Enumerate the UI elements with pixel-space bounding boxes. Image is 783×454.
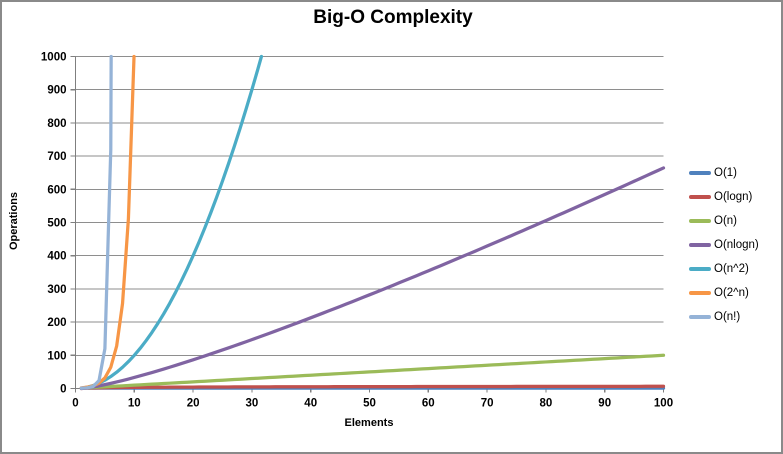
y-tick-label: 1000	[41, 52, 67, 64]
x-tick-label: 80	[540, 398, 553, 410]
y-tick-label: 300	[47, 284, 66, 296]
legend-item-4: O(n^2)	[689, 257, 759, 281]
legend-label: O(n!)	[714, 311, 741, 323]
legend-swatch-icon	[689, 315, 711, 319]
y-tick-label: 100	[47, 350, 66, 362]
y-tick-label: 500	[47, 218, 66, 230]
y-tick-label: 900	[47, 85, 66, 97]
legend-swatch-icon	[689, 291, 711, 295]
y-axis-title: Operations	[8, 191, 20, 251]
legend-item-3: O(nlogn)	[689, 233, 759, 257]
legend-swatch-icon	[689, 243, 711, 247]
series-line-2	[79, 353, 666, 390]
legend-swatch-icon	[689, 267, 711, 271]
y-tick-label: 200	[47, 317, 66, 329]
y-tick-label: 800	[47, 118, 66, 130]
legend-label: O(1)	[714, 167, 737, 179]
legend-label: O(n^2)	[714, 263, 749, 275]
x-axis-title: Elements	[344, 417, 394, 429]
x-tick-label: 10	[128, 398, 141, 410]
y-tick-label: 0	[60, 384, 66, 396]
series-line-6	[79, 54, 113, 390]
y-tick-label: 400	[47, 251, 66, 263]
legend-item-2: O(n)	[689, 209, 759, 233]
legend-label: O(logn)	[714, 191, 753, 203]
y-tick-label: 700	[47, 151, 66, 163]
x-tick-label: 30	[246, 398, 259, 410]
x-tick-label: 90	[598, 398, 611, 410]
x-tick-label: 40	[304, 398, 317, 410]
series-line-1	[79, 384, 666, 391]
x-tick-label: 50	[363, 398, 376, 410]
x-tick-label: 0	[72, 398, 78, 410]
legend-item-5: O(2^n)	[689, 281, 759, 305]
legend-swatch-icon	[689, 171, 711, 175]
legend: O(1) O(logn) O(n) O(nlogn) O(n^2) O(2^n) O(n!)	[689, 161, 759, 329]
y-tick-label: 600	[47, 184, 66, 196]
legend-item-0: O(1)	[689, 161, 759, 185]
legend-label: O(2^n)	[714, 287, 749, 299]
x-tick-label: 100	[654, 398, 673, 410]
legend-label: O(n)	[714, 215, 737, 227]
x-tick-label: 60	[422, 398, 435, 410]
legend-swatch-icon	[689, 219, 711, 223]
x-tick-label: 70	[481, 398, 494, 410]
legend-swatch-icon	[689, 195, 711, 199]
legend-item-1: O(logn)	[689, 185, 759, 209]
chart-title: Big-O Complexity	[313, 7, 473, 28]
legend-item-6: O(n!)	[689, 305, 759, 329]
x-tick-label: 20	[187, 398, 200, 410]
series-line-3	[79, 166, 666, 391]
series-line-4	[79, 54, 264, 390]
legend-label: O(nlogn)	[714, 239, 759, 251]
